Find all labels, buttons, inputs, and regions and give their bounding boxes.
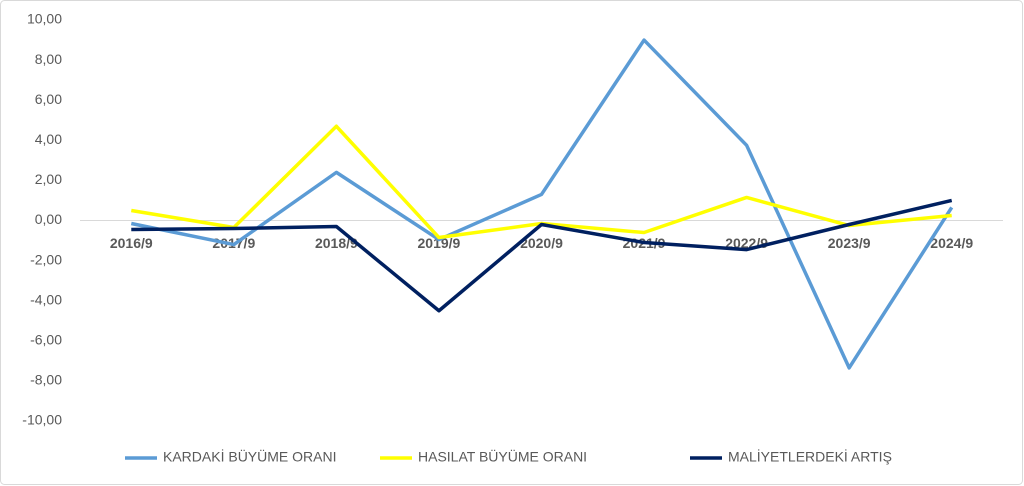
legend-label: KARDAKİ BÜYÜME ORANI <box>163 448 336 465</box>
y-tick-label: 6,00 <box>35 91 62 107</box>
y-tick-label: 4,00 <box>35 131 62 147</box>
x-tick-label: 2018/9 <box>315 235 358 251</box>
series-line <box>130 38 954 370</box>
x-tick-label: 2020/9 <box>520 235 563 251</box>
y-tick-label: 2,00 <box>35 171 62 187</box>
y-tick-label: 0,00 <box>35 211 62 227</box>
y-tick-label: -6,00 <box>30 332 62 348</box>
x-tick-label: 2024/9 <box>930 235 973 251</box>
y-tick-label: -4,00 <box>30 291 62 307</box>
legend-label: MALİYETLERDEKİ ARTIŞ <box>728 448 892 465</box>
legend-label: HASILAT BÜYÜME ORANI <box>418 448 587 465</box>
x-tick-label: 2019/9 <box>418 235 461 251</box>
x-tick-label: 2016/9 <box>110 235 153 251</box>
series-line <box>131 198 953 313</box>
y-tick-label: -10,00 <box>22 412 62 428</box>
y-tick-label: -2,00 <box>30 251 62 267</box>
y-tick-label: 10,00 <box>27 11 62 27</box>
y-tick-label: 8,00 <box>35 51 62 67</box>
x-tick-label: 2023/9 <box>828 235 871 251</box>
y-tick-label: -8,00 <box>30 372 62 388</box>
